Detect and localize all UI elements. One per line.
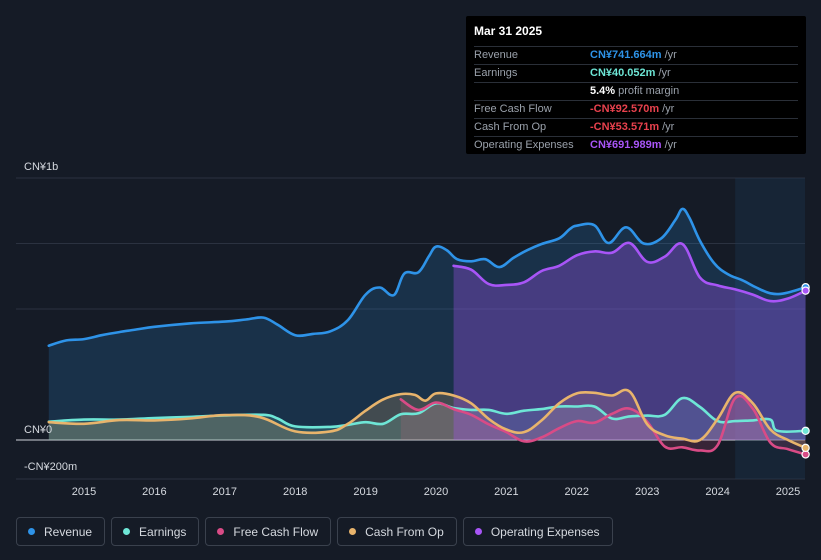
tooltip-value: -CN¥53.571m xyxy=(590,121,660,133)
tooltip-value: 5.4% xyxy=(590,85,616,97)
earnings-line xyxy=(47,396,807,434)
legend-label: Cash From Op xyxy=(365,524,444,539)
tooltip-row-profit-margin: 5.4% profit margin xyxy=(474,83,798,101)
cash-from-op-area xyxy=(48,389,806,448)
area-fills xyxy=(48,208,806,455)
tooltip-label: Cash From Op xyxy=(474,121,547,133)
x-tick-label: 2024 xyxy=(705,486,729,498)
earnings-end-marker xyxy=(801,426,810,436)
tooltip-row-cash-from-op: Cash From Op -CN¥53.571m /yr xyxy=(474,119,798,137)
cash-from-op-line xyxy=(47,388,807,450)
tooltip-unit: /yr xyxy=(658,67,671,79)
tooltip-unit: /yr xyxy=(664,49,677,61)
operating-expenses-area xyxy=(453,242,806,440)
tooltip-value: CN¥741.664m xyxy=(590,49,662,61)
tooltip-label: Operating Expenses xyxy=(474,139,574,151)
x-tick-label: 2016 xyxy=(142,486,166,498)
tooltip-label: Free Cash Flow xyxy=(474,103,552,115)
legend-label: Earnings xyxy=(139,524,187,539)
legend-item-revenue[interactable]: Revenue xyxy=(16,517,106,546)
legend-item-earnings[interactable]: Earnings xyxy=(111,517,200,546)
x-tick-label: 2025 xyxy=(776,486,800,498)
tooltip-row-operating-expenses: Operating Expenses CN¥691.989m /yr xyxy=(474,137,798,154)
y-axis-label-top: CN¥1b xyxy=(24,161,58,173)
x-tick-label: 2018 xyxy=(283,486,307,498)
tooltip-panel: Mar 31 2025 Revenue CN¥741.664m /yr Earn… xyxy=(466,16,806,154)
tooltip-row-free-cash-flow: Free Cash Flow -CN¥92.570m /yr xyxy=(474,101,798,119)
free-cash-flow-line xyxy=(399,394,807,456)
x-tick-label: 2017 xyxy=(213,486,237,498)
legend-label: Revenue xyxy=(44,524,93,539)
legend-dot-icon xyxy=(217,528,225,535)
legend-item-operating-expenses[interactable]: Operating Expenses xyxy=(462,517,613,546)
tooltip-unit: /yr xyxy=(662,121,675,133)
legend-dot-icon xyxy=(123,528,131,535)
revenue-line xyxy=(47,207,807,347)
tooltip-date: Mar 31 2025 xyxy=(474,24,798,47)
y-axis-label-zero: CN¥0 xyxy=(24,424,52,436)
tooltip-row-earnings: Earnings CN¥40.052m /yr xyxy=(474,65,798,83)
x-tick-label: 2019 xyxy=(353,486,377,498)
end-markers xyxy=(801,283,810,459)
tooltip-unit: /yr xyxy=(664,139,677,151)
tooltip-unit: profit margin xyxy=(618,85,680,97)
tooltip-unit: /yr xyxy=(662,103,675,115)
x-tick-label: 2023 xyxy=(635,486,659,498)
chart: CN¥1b CN¥0 -CN¥200m 2015 2016 2017 2018 2019… xyxy=(16,161,810,498)
x-axis-ticks: 2015 2016 2017 2018 2019 2020 2021 2022 2023 2024… xyxy=(72,486,800,498)
x-tick-label: 2015 xyxy=(72,486,96,498)
legend-dot-icon xyxy=(28,528,35,535)
earnings-area xyxy=(48,397,806,440)
grid-lines xyxy=(16,177,805,480)
y-axis-label-bottom: -CN¥200m xyxy=(24,461,77,473)
x-tick-label: 2020 xyxy=(424,486,448,498)
tooltip-label xyxy=(474,83,590,100)
legend-label: Operating Expenses xyxy=(490,524,600,539)
legend-dot-icon xyxy=(474,528,482,535)
cash-from-op-end-marker xyxy=(801,443,810,453)
operating-expenses-end-marker xyxy=(801,286,810,295)
legend: Revenue Earnings Free Cash Flow Cash Fro… xyxy=(16,517,613,546)
tooltip-value: CN¥40.052m xyxy=(590,67,656,79)
tooltip-value: CN¥691.989m xyxy=(590,139,662,151)
legend-dot-icon xyxy=(349,528,357,535)
tooltip-label: Revenue xyxy=(474,49,519,61)
x-tick-label: 2022 xyxy=(565,486,589,498)
legend-item-free-cash-flow[interactable]: Free Cash Flow xyxy=(205,517,332,546)
revenue-area xyxy=(48,208,806,440)
free-cash-flow-area xyxy=(400,395,806,455)
operating-expenses-line xyxy=(452,241,807,303)
tooltip-row-revenue: Revenue CN¥741.664m /yr xyxy=(474,47,798,65)
series-lines xyxy=(47,207,807,456)
x-tick-label: 2021 xyxy=(494,486,518,498)
tooltip-value: -CN¥92.570m xyxy=(590,103,660,115)
legend-item-cash-from-op[interactable]: Cash From Op xyxy=(337,517,457,546)
legend-label: Free Cash Flow xyxy=(233,524,319,539)
tooltip-label: Earnings xyxy=(474,67,518,79)
